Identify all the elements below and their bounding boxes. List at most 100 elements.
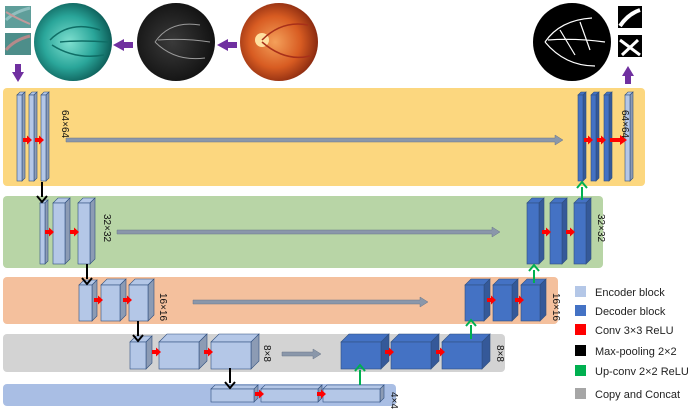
skip-copy-8 xyxy=(281,348,322,360)
enc64-block-2 xyxy=(28,91,38,182)
output-patches xyxy=(618,6,642,57)
dec16-conv-2 xyxy=(515,295,524,305)
enc32-block-3-front xyxy=(77,202,91,265)
legend-label-conv: Conv 3×3 ReLU xyxy=(595,325,674,337)
enc8-block-1-side xyxy=(145,335,153,370)
dec64-conv-2 xyxy=(597,135,606,145)
maxpool-8-to-4 xyxy=(224,368,236,390)
fundus-color xyxy=(240,2,318,82)
dec16-block-3 xyxy=(520,278,547,322)
bottleneck-block-1-front xyxy=(210,388,255,403)
enc32-block-2-front xyxy=(52,202,66,265)
enc32-block-2 xyxy=(52,197,71,265)
dec64-block-3-front xyxy=(603,94,610,182)
legend-swatch-decoder xyxy=(575,305,586,316)
dec32-block-2 xyxy=(549,197,568,265)
enc32-block-2-side xyxy=(64,197,71,265)
bottleneck-block-3-top xyxy=(322,384,385,390)
maxpool-32-to-16-head xyxy=(81,277,93,286)
output-block xyxy=(624,91,634,182)
enc64-block-1 xyxy=(16,91,26,182)
dec8-block-2-front xyxy=(390,341,432,370)
enc64-block-3-side xyxy=(45,91,50,182)
size-label-left-level-64: 64×64 xyxy=(59,110,70,139)
dec32-block-3 xyxy=(573,197,592,265)
legend-swatch-encoder xyxy=(575,286,586,297)
dec64-block-2 xyxy=(590,91,600,182)
fundus-vessel-map xyxy=(137,2,215,82)
maxpool-16-to-8-head xyxy=(132,334,144,343)
enc32-conv-2 xyxy=(70,227,79,237)
maxpool-8-to-4-head xyxy=(224,381,236,390)
enc16-conv-1 xyxy=(94,295,103,305)
enc64-block-1-side xyxy=(21,91,26,182)
dec16-block-1 xyxy=(464,278,491,322)
upconv-32-to-64-head xyxy=(576,180,588,189)
enc64-block-2-side xyxy=(33,91,38,182)
level-size-labels: 64×64 64×64 32×32 32×32 16×16 16×16 8×8 8×8 4×4 xyxy=(59,110,630,409)
dec64-output-conv xyxy=(610,135,627,145)
dec64-block-3 xyxy=(603,91,613,182)
dec32-conv-2 xyxy=(566,227,575,237)
enc16-block-3 xyxy=(128,278,155,322)
enc16-block-2 xyxy=(100,278,127,322)
enc16-block-3-side xyxy=(147,278,155,322)
enc8-block-1-front xyxy=(129,341,147,370)
dec8-conv-2 xyxy=(436,347,445,357)
legend-label-pool: Max-pooling 2×2 xyxy=(595,346,677,358)
dec64-block-2-front xyxy=(590,94,597,182)
dec8-block-1-front xyxy=(340,341,382,370)
bottleneck-conv-1 xyxy=(255,389,264,399)
enc32-block-3-side xyxy=(89,197,96,265)
legend-swatch-copy xyxy=(575,388,586,399)
enc64-conv-2 xyxy=(35,135,44,145)
size-label-right-level-32: 32×32 xyxy=(595,214,606,243)
dec16-block-1-front xyxy=(464,284,485,322)
input-pipeline-arrows xyxy=(12,39,634,84)
skip-copy-16 xyxy=(192,296,429,308)
dec16-block-2-front xyxy=(492,284,513,322)
upconv-4-to-8-head xyxy=(354,363,366,372)
upconv-8-to-16-head xyxy=(465,318,477,327)
enc8-block-1 xyxy=(129,335,153,370)
enc8-block-2 xyxy=(158,333,208,370)
legend-label-encoder: Encoder block xyxy=(595,287,665,299)
size-label-left-level-32: 32×32 xyxy=(101,214,112,243)
fundus-preprocessed xyxy=(34,2,112,82)
dec16-block-3-front xyxy=(520,284,541,322)
maxpool-16-to-8 xyxy=(132,321,144,343)
size-label-right-level-64: 64×64 xyxy=(619,110,630,139)
dec64-conv-1 xyxy=(584,135,593,145)
enc8-block-3-front xyxy=(210,341,252,370)
enc8-conv-2 xyxy=(204,347,213,357)
dec64-block-3-side xyxy=(608,91,613,182)
legend-swatch-upconv xyxy=(575,365,586,376)
enc32-conv-1 xyxy=(45,227,54,237)
level-band-64 xyxy=(3,88,645,186)
output-block-front xyxy=(624,94,631,182)
skip-copy-32 xyxy=(116,226,501,238)
enc8-conv-1 xyxy=(152,347,161,357)
legend-label-decoder: Decoder block xyxy=(595,306,666,318)
dec64-block-1 xyxy=(577,91,587,182)
enc64-block-3 xyxy=(40,91,50,182)
dec32-block-3-front xyxy=(573,202,587,265)
dec32-block-3-side xyxy=(585,197,592,265)
size-label-right-level-16: 16×16 xyxy=(550,293,561,322)
bottleneck-block-2 xyxy=(260,384,323,403)
maxpool-64-to-32 xyxy=(36,182,48,204)
dec8-block-3 xyxy=(441,333,491,370)
network-blocks xyxy=(16,91,634,403)
size-label-left-level-8: 8×8 xyxy=(261,345,272,362)
dec32-block-1-front xyxy=(526,202,540,265)
dec16-block-2 xyxy=(492,278,519,322)
dec8-block-3-front xyxy=(441,341,483,370)
size-label-left-level-16: 16×16 xyxy=(157,293,168,322)
maxpool-64-to-32-head xyxy=(36,195,48,204)
enc16-block-1-front xyxy=(78,284,93,322)
dec64-block-2-side xyxy=(595,91,600,182)
legend-swatch-pool xyxy=(575,345,586,356)
dec8-block-2 xyxy=(390,333,440,370)
bottleneck-block-2-front xyxy=(260,388,319,403)
